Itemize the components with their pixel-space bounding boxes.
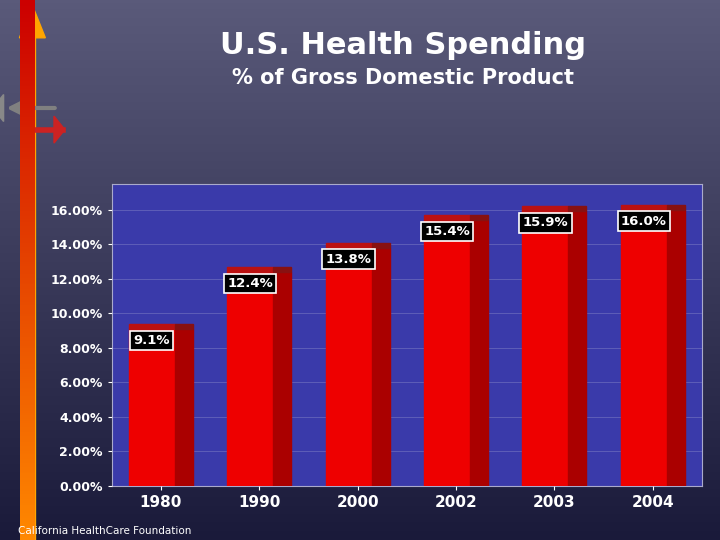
Polygon shape (19, 5, 45, 38)
Polygon shape (54, 116, 65, 143)
Text: 16.0%: 16.0% (621, 215, 667, 228)
Bar (621, 205, 667, 210)
Text: 13.8%: 13.8% (325, 253, 372, 266)
Bar (274, 267, 291, 272)
Bar (274, 272, 291, 486)
Bar (424, 215, 470, 220)
Bar (667, 210, 685, 486)
Text: 15.9%: 15.9% (523, 217, 568, 230)
Bar (129, 329, 175, 486)
Bar (372, 242, 390, 247)
Bar (129, 324, 175, 329)
Text: % of Gross Domestic Product: % of Gross Domestic Product (233, 68, 575, 89)
Bar (228, 267, 274, 272)
Text: California HealthCare Foundation: California HealthCare Foundation (18, 525, 192, 536)
Bar (569, 206, 586, 211)
Text: 12.4%: 12.4% (228, 277, 273, 290)
Bar (175, 324, 193, 329)
Bar (325, 242, 372, 247)
Bar (372, 247, 390, 486)
Bar (424, 220, 470, 486)
Bar (175, 329, 193, 486)
Bar (470, 215, 488, 220)
Text: 15.4%: 15.4% (424, 225, 470, 238)
Bar (667, 205, 685, 210)
Bar (569, 211, 586, 486)
Text: 9.1%: 9.1% (134, 334, 170, 347)
Text: U.S. Health Spending: U.S. Health Spending (220, 31, 586, 60)
Polygon shape (0, 94, 4, 122)
Bar (325, 247, 372, 486)
Bar (621, 210, 667, 486)
Bar (228, 272, 274, 486)
Bar (523, 206, 569, 211)
Bar (523, 211, 569, 486)
Bar (470, 220, 488, 486)
